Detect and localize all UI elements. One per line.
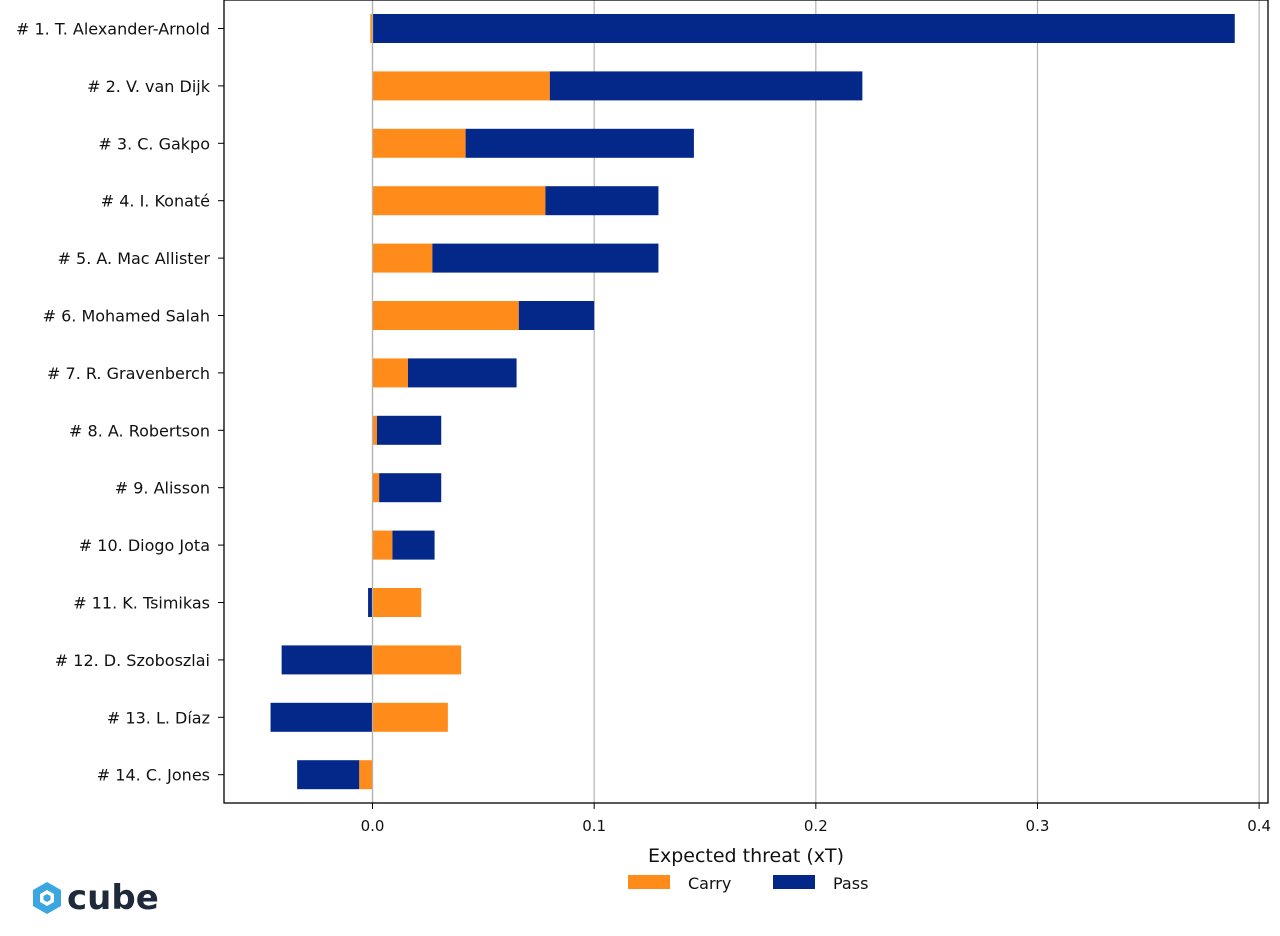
y-tick-label: # 7. R. Gravenberch [47,364,210,383]
y-tick-label: # 5. A. Mac Allister [58,249,211,268]
x-tick-label: 0.3 [1026,817,1050,835]
x-axis-label: Expected threat (xT) [648,845,844,867]
bar-pass [407,358,517,388]
bar-carry [372,702,448,732]
bar-carry [372,186,546,216]
grid-lines [371,0,1260,803]
bar-carry [372,415,377,445]
bar-pass [379,473,442,503]
x-axis: 0.0 0.1 0.2 0.3 0.4 [361,803,1271,835]
y-tick-label: # 8. A. Robertson [69,421,210,440]
y-tick-label: # 12. D. Szoboszlai [55,651,210,670]
logo-text: cube [67,878,159,918]
x-tick-label: 0.1 [582,817,606,835]
bar-pass [376,415,442,445]
bar-pass [372,14,1235,43]
logo: cube [33,878,159,918]
bar-pass [270,702,373,732]
bar-carry [372,128,466,158]
bar-pass [368,588,373,617]
y-tick-label: # 1. T. Alexander-Arnold [16,20,210,39]
bar-pass [281,645,373,675]
y-tick-label: # 11. K. Tsimikas [73,594,210,613]
bar-carry [372,588,422,617]
y-tick-label: # 2. V. van Dijk [87,77,211,96]
legend-swatch-carry [628,875,670,889]
bar-carry [372,530,393,560]
y-tick-label: # 3. C. Gakpo [98,134,210,153]
bar-pass [545,186,659,216]
legend: Carry Pass [628,874,868,893]
legend-swatch-pass [773,875,815,889]
bar-carry [359,760,373,790]
bar-carry [372,71,550,101]
y-tick-label: # 14. C. Jones [97,766,210,785]
legend-label-pass: Pass [833,874,868,893]
y-tick-label: # 6. Mohamed Salah [43,307,210,326]
y-tick-label: # 13. L. Díaz [107,708,210,727]
bar-carry [372,473,380,503]
bar-pass [392,530,435,560]
bar-pass [549,71,863,101]
bar-pass [297,760,360,790]
plot-frame [223,0,1269,804]
bar-carry [372,645,462,675]
bar-pass [432,243,659,273]
bar-carry [372,243,433,273]
x-tick-label: 0.0 [361,817,385,835]
bar-carry [370,14,373,43]
bars [270,14,1235,790]
y-tick-label: # 9. Alisson [115,479,210,498]
x-tick-label: 0.4 [1247,817,1271,835]
x-tick-label: 0.2 [804,817,828,835]
y-tick-label: # 10. Diogo Jota [79,536,210,555]
y-tick-label: # 4. I. Konaté [101,192,210,211]
y-axis: # 1. T. Alexander-Arnold # 2. V. van Dijk… [16,20,224,785]
bar-carry [372,301,519,330]
bar-carry [372,358,408,388]
bar-pass [465,128,694,158]
legend-label-carry: Carry [688,874,731,893]
cube-logo-icon [33,882,61,914]
bar-pass [518,301,595,330]
